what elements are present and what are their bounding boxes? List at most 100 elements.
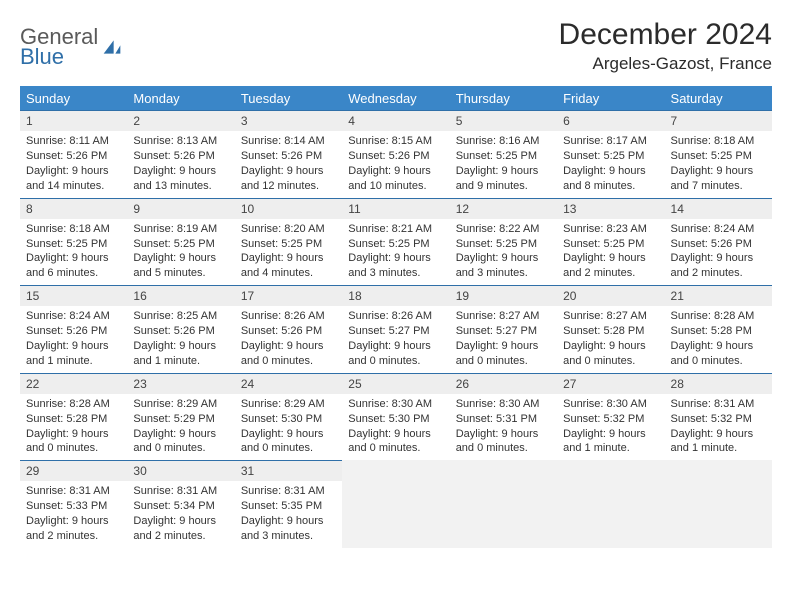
calendar-day-cell: 9Sunrise: 8:19 AMSunset: 5:25 PMDaylight… (127, 198, 234, 286)
sunset-text: Sunset: 5:29 PM (133, 412, 228, 427)
day-body: Sunrise: 8:25 AMSunset: 5:26 PMDaylight:… (127, 306, 234, 372)
calendar-day-cell: 1Sunrise: 8:11 AMSunset: 5:26 PMDaylight… (20, 110, 127, 198)
calendar-day-cell: 8Sunrise: 8:18 AMSunset: 5:25 PMDaylight… (20, 198, 127, 286)
month-title: December 2024 (559, 18, 772, 52)
calendar-day-cell: 19Sunrise: 8:27 AMSunset: 5:27 PMDayligh… (450, 285, 557, 373)
calendar-day-cell: 20Sunrise: 8:27 AMSunset: 5:28 PMDayligh… (557, 285, 664, 373)
sail-icon (102, 38, 122, 56)
day-number: 25 (342, 373, 449, 394)
sunrise-text: Sunrise: 8:27 AM (563, 309, 658, 324)
day-body: Sunrise: 8:23 AMSunset: 5:25 PMDaylight:… (557, 219, 664, 285)
sunset-text: Sunset: 5:25 PM (671, 149, 766, 164)
day-body: Sunrise: 8:27 AMSunset: 5:28 PMDaylight:… (557, 306, 664, 372)
daylight-text: Daylight: 9 hours and 2 minutes. (671, 251, 766, 281)
day-number: 30 (127, 460, 234, 481)
daylight-text: Daylight: 9 hours and 0 minutes. (241, 427, 336, 457)
day-number: 15 (20, 285, 127, 306)
daylight-text: Daylight: 9 hours and 0 minutes. (133, 427, 228, 457)
daylight-text: Daylight: 9 hours and 1 minute. (26, 339, 121, 369)
day-body: Sunrise: 8:29 AMSunset: 5:30 PMDaylight:… (235, 394, 342, 460)
day-number: 14 (665, 198, 772, 219)
day-body: Sunrise: 8:24 AMSunset: 5:26 PMDaylight:… (20, 306, 127, 372)
sunset-text: Sunset: 5:34 PM (133, 499, 228, 514)
day-number: 6 (557, 110, 664, 131)
brand-logo-text: General Blue (20, 26, 98, 68)
sunrise-text: Sunrise: 8:30 AM (348, 397, 443, 412)
sunrise-text: Sunrise: 8:24 AM (671, 222, 766, 237)
calendar-day-cell: 5Sunrise: 8:16 AMSunset: 5:25 PMDaylight… (450, 110, 557, 198)
day-number: 10 (235, 198, 342, 219)
day-number: 23 (127, 373, 234, 394)
calendar-day-cell: 2Sunrise: 8:13 AMSunset: 5:26 PMDaylight… (127, 110, 234, 198)
daylight-text: Daylight: 9 hours and 10 minutes. (348, 164, 443, 194)
calendar-empty-cell (665, 460, 772, 548)
page-header: General Blue December 2024 Argeles-Gazos… (20, 18, 772, 74)
day-body: Sunrise: 8:30 AMSunset: 5:32 PMDaylight:… (557, 394, 664, 460)
sunset-text: Sunset: 5:25 PM (456, 149, 551, 164)
sunrise-text: Sunrise: 8:30 AM (563, 397, 658, 412)
day-number: 27 (557, 373, 664, 394)
day-number: 4 (342, 110, 449, 131)
day-body: Sunrise: 8:28 AMSunset: 5:28 PMDaylight:… (20, 394, 127, 460)
daylight-text: Daylight: 9 hours and 0 minutes. (26, 427, 121, 457)
day-body: Sunrise: 8:31 AMSunset: 5:32 PMDaylight:… (665, 394, 772, 460)
sunrise-text: Sunrise: 8:26 AM (241, 309, 336, 324)
location-subtitle: Argeles-Gazost, France (559, 54, 772, 74)
sunset-text: Sunset: 5:28 PM (26, 412, 121, 427)
day-body: Sunrise: 8:31 AMSunset: 5:33 PMDaylight:… (20, 481, 127, 547)
sunrise-text: Sunrise: 8:25 AM (133, 309, 228, 324)
sunrise-text: Sunrise: 8:11 AM (26, 134, 121, 149)
daylight-text: Daylight: 9 hours and 5 minutes. (133, 251, 228, 281)
day-number: 22 (20, 373, 127, 394)
calendar-week-row: 22Sunrise: 8:28 AMSunset: 5:28 PMDayligh… (20, 373, 772, 461)
sunset-text: Sunset: 5:25 PM (241, 237, 336, 252)
sunset-text: Sunset: 5:26 PM (671, 237, 766, 252)
calendar-day-cell: 17Sunrise: 8:26 AMSunset: 5:26 PMDayligh… (235, 285, 342, 373)
daylight-text: Daylight: 9 hours and 6 minutes. (26, 251, 121, 281)
day-number: 24 (235, 373, 342, 394)
day-body: Sunrise: 8:16 AMSunset: 5:25 PMDaylight:… (450, 131, 557, 197)
daylight-text: Daylight: 9 hours and 4 minutes. (241, 251, 336, 281)
calendar-day-cell: 10Sunrise: 8:20 AMSunset: 5:25 PMDayligh… (235, 198, 342, 286)
calendar-week-row: 1Sunrise: 8:11 AMSunset: 5:26 PMDaylight… (20, 110, 772, 198)
brand-name-part2: Blue (20, 46, 98, 68)
day-body: Sunrise: 8:31 AMSunset: 5:34 PMDaylight:… (127, 481, 234, 547)
sunset-text: Sunset: 5:30 PM (348, 412, 443, 427)
calendar-day-cell: 24Sunrise: 8:29 AMSunset: 5:30 PMDayligh… (235, 373, 342, 461)
calendar-day-cell: 21Sunrise: 8:28 AMSunset: 5:28 PMDayligh… (665, 285, 772, 373)
sunrise-text: Sunrise: 8:29 AM (241, 397, 336, 412)
day-number: 12 (450, 198, 557, 219)
daylight-text: Daylight: 9 hours and 1 minute. (133, 339, 228, 369)
sunset-text: Sunset: 5:25 PM (26, 237, 121, 252)
day-body: Sunrise: 8:27 AMSunset: 5:27 PMDaylight:… (450, 306, 557, 372)
sunrise-text: Sunrise: 8:13 AM (133, 134, 228, 149)
sunrise-text: Sunrise: 8:27 AM (456, 309, 551, 324)
day-number: 20 (557, 285, 664, 306)
calendar-day-cell: 6Sunrise: 8:17 AMSunset: 5:25 PMDaylight… (557, 110, 664, 198)
sunrise-text: Sunrise: 8:26 AM (348, 309, 443, 324)
calendar-week-row: 15Sunrise: 8:24 AMSunset: 5:26 PMDayligh… (20, 285, 772, 373)
sunrise-text: Sunrise: 8:28 AM (671, 309, 766, 324)
calendar-day-cell: 18Sunrise: 8:26 AMSunset: 5:27 PMDayligh… (342, 285, 449, 373)
daylight-text: Daylight: 9 hours and 7 minutes. (671, 164, 766, 194)
calendar-day-cell: 14Sunrise: 8:24 AMSunset: 5:26 PMDayligh… (665, 198, 772, 286)
sunrise-text: Sunrise: 8:18 AM (671, 134, 766, 149)
daylight-text: Daylight: 9 hours and 2 minutes. (133, 514, 228, 544)
day-body: Sunrise: 8:11 AMSunset: 5:26 PMDaylight:… (20, 131, 127, 197)
sunrise-text: Sunrise: 8:21 AM (348, 222, 443, 237)
daylight-text: Daylight: 9 hours and 13 minutes. (133, 164, 228, 194)
daylight-text: Daylight: 9 hours and 8 minutes. (563, 164, 658, 194)
sunset-text: Sunset: 5:25 PM (563, 237, 658, 252)
sunset-text: Sunset: 5:31 PM (456, 412, 551, 427)
day-body: Sunrise: 8:31 AMSunset: 5:35 PMDaylight:… (235, 481, 342, 547)
day-number: 2 (127, 110, 234, 131)
daylight-text: Daylight: 9 hours and 0 minutes. (456, 339, 551, 369)
sunrise-text: Sunrise: 8:31 AM (241, 484, 336, 499)
sunset-text: Sunset: 5:25 PM (456, 237, 551, 252)
day-number: 21 (665, 285, 772, 306)
sunset-text: Sunset: 5:28 PM (671, 324, 766, 339)
day-body: Sunrise: 8:24 AMSunset: 5:26 PMDaylight:… (665, 219, 772, 285)
sunrise-text: Sunrise: 8:22 AM (456, 222, 551, 237)
sunset-text: Sunset: 5:25 PM (133, 237, 228, 252)
calendar-day-cell: 16Sunrise: 8:25 AMSunset: 5:26 PMDayligh… (127, 285, 234, 373)
